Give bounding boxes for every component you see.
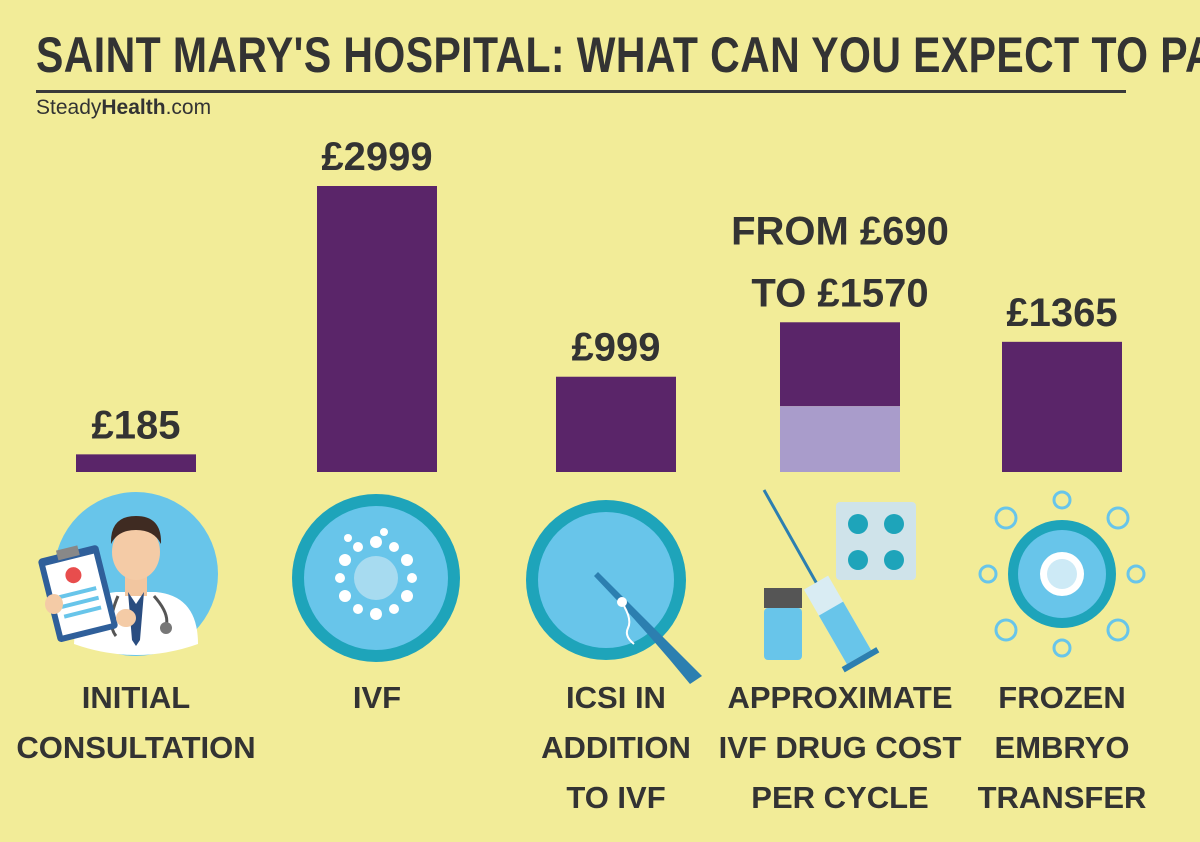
icons-group — [38, 489, 1146, 684]
category-label: TRANSFER — [978, 780, 1147, 815]
value-label: £185 — [92, 403, 181, 447]
bars-group — [76, 186, 1122, 472]
value-label: TO £1570 — [751, 271, 928, 315]
brand-suffix: .com — [165, 96, 212, 119]
doctor-icon — [38, 492, 218, 656]
category-label: ADDITION — [541, 730, 691, 765]
category-label: EMBRYO — [995, 730, 1130, 765]
category-label: IVF — [353, 680, 401, 715]
title-divider — [36, 90, 1126, 93]
bar — [76, 454, 196, 472]
syringe-pills-icon — [762, 489, 916, 673]
bar — [317, 186, 437, 472]
bar-range-high — [780, 322, 900, 407]
category-label: CONSULTATION — [16, 730, 255, 765]
icsi-needle-icon — [526, 500, 702, 684]
category-labels-group: INITIAL CONSULTATION IVF ICSI IN ADDITION TO … — [16, 680, 1146, 815]
bar — [1002, 341, 1122, 472]
bar — [556, 376, 676, 472]
value-label: £2999 — [321, 135, 432, 179]
value-label: £999 — [572, 326, 661, 370]
brand-light: Steady — [36, 96, 102, 119]
category-label: PER CYCLE — [751, 780, 928, 815]
category-label: APPROXIMATE — [727, 680, 952, 715]
category-label: FROZEN — [998, 680, 1125, 715]
value-label: FROM £690 — [731, 209, 949, 253]
category-label: INITIAL — [82, 680, 191, 715]
category-label: IVF DRUG COST — [719, 730, 962, 765]
chart-title: SAINT MARY'S HOSPITAL: WHAT CAN YOU EXPE… — [36, 27, 1200, 83]
category-label: TO IVF — [566, 780, 665, 815]
frozen-embryo-icon — [978, 490, 1146, 658]
brand-bold: Health — [101, 96, 166, 119]
value-label: £1365 — [1006, 291, 1117, 335]
brand-logo: SteadyHealth.com — [36, 96, 211, 120]
embryo-icon — [292, 494, 460, 662]
value-labels-group: £185 £2999 £999 FROM £690 TO £1570 £1365 — [92, 135, 1118, 447]
bar-range-low — [780, 406, 900, 472]
category-label: ICSI IN — [566, 680, 666, 715]
